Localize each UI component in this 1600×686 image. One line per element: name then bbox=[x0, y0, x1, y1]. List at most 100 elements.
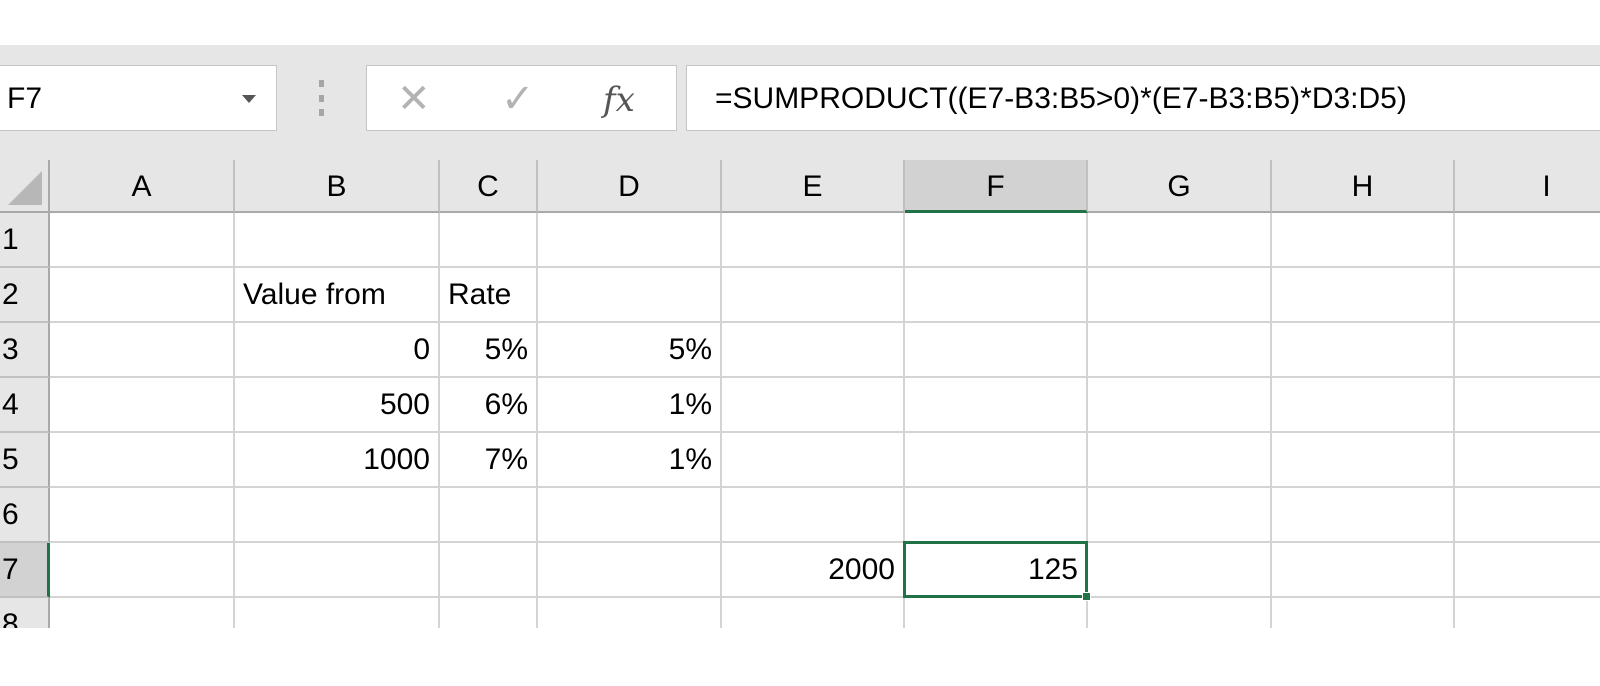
cell-G5[interactable] bbox=[1088, 433, 1272, 488]
cell-I7[interactable] bbox=[1455, 543, 1600, 598]
fill-handle[interactable] bbox=[1082, 592, 1091, 601]
cell-I8[interactable] bbox=[1455, 598, 1600, 628]
column-header-A[interactable]: A bbox=[50, 160, 235, 213]
cell-A4[interactable] bbox=[50, 378, 235, 433]
cell-I4[interactable] bbox=[1455, 378, 1600, 433]
cell-C4[interactable]: 6% bbox=[440, 378, 538, 433]
cell-B4[interactable]: 500 bbox=[235, 378, 440, 433]
cell-G4[interactable] bbox=[1088, 378, 1272, 433]
cell-B5[interactable]: 1000 bbox=[235, 433, 440, 488]
cell-A7[interactable] bbox=[50, 543, 235, 598]
cell-D7[interactable] bbox=[538, 543, 722, 598]
cell-F4[interactable] bbox=[905, 378, 1088, 433]
cell-C2[interactable]: Rate bbox=[440, 268, 538, 323]
cell-F2[interactable] bbox=[905, 268, 1088, 323]
column-header-B[interactable]: B bbox=[235, 160, 440, 213]
name-box-value: F7 bbox=[7, 82, 43, 115]
cell-D6[interactable] bbox=[538, 488, 722, 543]
column-header-H[interactable]: H bbox=[1272, 160, 1455, 213]
column-header-C[interactable]: C bbox=[440, 160, 538, 213]
cell-H5[interactable] bbox=[1272, 433, 1455, 488]
cell-G6[interactable] bbox=[1088, 488, 1272, 543]
cell-C8[interactable] bbox=[440, 598, 538, 628]
cell-C6[interactable] bbox=[440, 488, 538, 543]
row-header-8[interactable]: 8 bbox=[0, 598, 50, 628]
insert-function-fx-icon[interactable]: fx bbox=[603, 80, 635, 120]
cell-E6[interactable] bbox=[722, 488, 905, 543]
cell-G3[interactable] bbox=[1088, 323, 1272, 378]
cell-D2[interactable] bbox=[538, 268, 722, 323]
row-header-5[interactable]: 5 bbox=[0, 433, 50, 488]
cell-D1[interactable] bbox=[538, 213, 722, 268]
column-header-I[interactable]: I bbox=[1455, 160, 1600, 213]
cell-F7[interactable]: 125 bbox=[905, 543, 1088, 598]
cell-F5[interactable] bbox=[905, 433, 1088, 488]
cell-A2[interactable] bbox=[50, 268, 235, 323]
cell-C3[interactable]: 5% bbox=[440, 323, 538, 378]
cell-I6[interactable] bbox=[1455, 488, 1600, 543]
cell-C7[interactable] bbox=[440, 543, 538, 598]
cell-F1[interactable] bbox=[905, 213, 1088, 268]
cell-I5[interactable] bbox=[1455, 433, 1600, 488]
row-header-2[interactable]: 2 bbox=[0, 268, 50, 323]
cell-A5[interactable] bbox=[50, 433, 235, 488]
cell-G7[interactable] bbox=[1088, 543, 1272, 598]
cell-D5[interactable]: 1% bbox=[538, 433, 722, 488]
column-header-E[interactable]: E bbox=[722, 160, 905, 213]
cell-G8[interactable] bbox=[1088, 598, 1272, 628]
cell-A8[interactable] bbox=[50, 598, 235, 628]
cell-H3[interactable] bbox=[1272, 323, 1455, 378]
cell-B2[interactable]: Value from bbox=[235, 268, 440, 323]
cell-I1[interactable] bbox=[1455, 213, 1600, 268]
cell-F6[interactable] bbox=[905, 488, 1088, 543]
formula-input[interactable]: =SUMPRODUCT((E7-B3:B5>0)*(E7-B3:B5)*D3:D… bbox=[686, 65, 1600, 131]
column-header-F[interactable]: F bbox=[905, 160, 1088, 213]
cell-G2[interactable] bbox=[1088, 268, 1272, 323]
cell-B1[interactable] bbox=[235, 213, 440, 268]
name-box[interactable]: F7 bbox=[0, 65, 277, 131]
row-header-4[interactable]: 4 bbox=[0, 378, 50, 433]
cell-E4[interactable] bbox=[722, 378, 905, 433]
cell-E2[interactable] bbox=[722, 268, 905, 323]
cell-H6[interactable] bbox=[1272, 488, 1455, 543]
cell-H1[interactable] bbox=[1272, 213, 1455, 268]
cell-E1[interactable] bbox=[722, 213, 905, 268]
resize-handle-icon[interactable] bbox=[317, 80, 325, 116]
cell-F3[interactable] bbox=[905, 323, 1088, 378]
cell-E5[interactable] bbox=[722, 433, 905, 488]
enter-check-icon[interactable]: ✓ bbox=[501, 77, 535, 121]
column-header-G[interactable]: G bbox=[1088, 160, 1272, 213]
cell-B6[interactable] bbox=[235, 488, 440, 543]
cell-E8[interactable] bbox=[722, 598, 905, 628]
dropdown-arrow-icon[interactable] bbox=[242, 95, 256, 103]
cell-H7[interactable] bbox=[1272, 543, 1455, 598]
cell-C1[interactable] bbox=[440, 213, 538, 268]
cell-A6[interactable] bbox=[50, 488, 235, 543]
row-header-6[interactable]: 6 bbox=[0, 488, 50, 543]
cell-A1[interactable] bbox=[50, 213, 235, 268]
row-header-1[interactable]: 1 bbox=[0, 213, 50, 268]
cell-H2[interactable] bbox=[1272, 268, 1455, 323]
cell-I3[interactable] bbox=[1455, 323, 1600, 378]
cell-D3[interactable]: 5% bbox=[538, 323, 722, 378]
cell-C5[interactable]: 7% bbox=[440, 433, 538, 488]
cell-F8[interactable] bbox=[905, 598, 1088, 628]
cell-B8[interactable] bbox=[235, 598, 440, 628]
row-header-7[interactable]: 7 bbox=[0, 543, 50, 598]
cell-B3[interactable]: 0 bbox=[235, 323, 440, 378]
cell-B7[interactable] bbox=[235, 543, 440, 598]
cell-E3[interactable] bbox=[722, 323, 905, 378]
select-all-button[interactable] bbox=[0, 160, 50, 213]
cell-E7[interactable]: 2000 bbox=[722, 543, 905, 598]
cell-D8[interactable] bbox=[538, 598, 722, 628]
cell-H8[interactable] bbox=[1272, 598, 1455, 628]
cell-A3[interactable] bbox=[50, 323, 235, 378]
cell-G1[interactable] bbox=[1088, 213, 1272, 268]
row-header-3[interactable]: 3 bbox=[0, 323, 50, 378]
cell-H4[interactable] bbox=[1272, 378, 1455, 433]
cell-I2[interactable] bbox=[1455, 268, 1600, 323]
select-all-triangle-icon bbox=[8, 171, 42, 205]
cancel-x-icon[interactable]: ✕ bbox=[397, 77, 431, 121]
cell-D4[interactable]: 1% bbox=[538, 378, 722, 433]
column-header-D[interactable]: D bbox=[538, 160, 722, 213]
